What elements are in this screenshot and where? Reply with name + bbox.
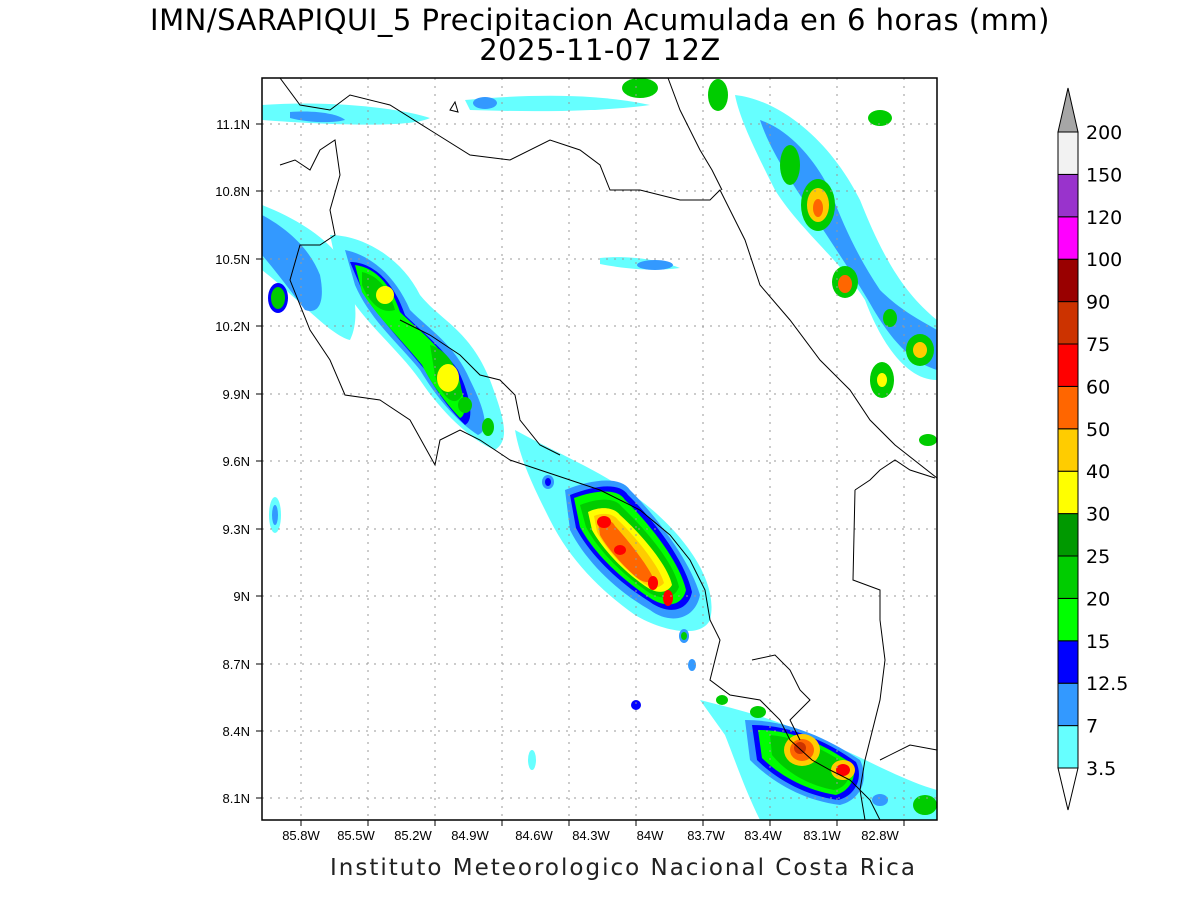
rain-band-pacific	[515, 430, 712, 671]
colorbar-swatch	[1057, 513, 1079, 557]
x-tick-label: 85.8W	[282, 828, 320, 843]
y-tick-label: 10.5N	[215, 252, 250, 267]
colorbar-swatch	[1057, 301, 1079, 345]
colorbar-label: 20	[1086, 588, 1110, 610]
colorbar-label: 3.5	[1086, 758, 1116, 780]
colorbar-swatch	[1057, 343, 1079, 387]
colorbar-max-arrow	[1057, 87, 1079, 133]
colorbar-label: 120	[1086, 207, 1122, 229]
x-tick-label: 85.2W	[394, 828, 432, 843]
axis-ticks	[256, 123, 905, 826]
colorbar-swatch	[1057, 258, 1079, 303]
colorbar-swatch	[1057, 385, 1079, 430]
y-tick-label: 9N	[233, 589, 250, 604]
colorbar-label: 40	[1086, 461, 1110, 483]
map-title: IMN/SARAPIQUI_5 Precipitacion Acumulada …	[150, 3, 1050, 37]
colorbar-label: 150	[1086, 164, 1122, 186]
x-tick-label: 84.9W	[451, 828, 489, 843]
colorbar-swatch	[1057, 555, 1079, 599]
colorbar-swatch	[1057, 725, 1079, 769]
colorbar-label: 75	[1086, 334, 1110, 356]
colorbar-swatch	[1057, 640, 1079, 684]
rain-band-caribbean	[622, 78, 937, 446]
y-tick-label: 11.1N	[216, 117, 250, 132]
colorbar-label: 15	[1086, 631, 1110, 653]
x-tick-label: 82.8W	[861, 828, 899, 843]
colorbar-swatch	[1057, 173, 1079, 218]
colorbar-label: 100	[1086, 249, 1122, 271]
map-grid	[262, 78, 937, 820]
y-tick-label: 9.3N	[223, 522, 250, 537]
footer-credit: Instituto Meteorologico Nacional Costa R…	[330, 855, 917, 881]
y-tick-label: 10.2N	[215, 319, 250, 334]
x-tick-label: 83.4W	[744, 828, 782, 843]
x-tick-label: 85.5W	[337, 828, 375, 843]
y-tick-label: 9.9N	[223, 387, 250, 402]
map-frame	[261, 77, 938, 821]
rain-band-south	[700, 695, 937, 820]
colorbar-min-arrow	[1057, 767, 1079, 811]
y-tick-label: 10.8N	[215, 184, 250, 199]
colorbar-label: 50	[1086, 419, 1110, 441]
colorbar-label: 25	[1086, 546, 1110, 568]
y-tick-label: 9.6N	[223, 454, 250, 469]
rain-band-guanacaste	[262, 205, 505, 450]
colorbar-swatch	[1057, 682, 1079, 727]
map-subtitle-date: 2025-11-07 12Z	[479, 33, 721, 67]
x-tick-label: 84W	[637, 828, 664, 843]
colorbar: 3.5 7 12.5 15 20 25 30 40 50 60 75 90 100 120 150 200	[1057, 87, 1128, 811]
coastlines	[279, 78, 937, 820]
colorbar-label: 7	[1086, 716, 1098, 738]
colorbar-label: 12.5	[1086, 673, 1128, 695]
x-tick-label: 83.7W	[687, 828, 725, 843]
colorbar-swatch	[1057, 216, 1079, 260]
colorbar-swatch	[1057, 428, 1079, 472]
colorbar-label: 60	[1086, 376, 1110, 398]
y-axis-labels: 11.1N 10.8N 10.5N 10.2N 9.9N 9.6N 9.3N 9…	[215, 117, 250, 806]
y-tick-label: 8.4N	[223, 724, 250, 739]
x-axis-labels: 85.8W 85.5W 85.2W 84.9W 84.6W 84.3W 84W …	[282, 828, 899, 843]
colorbar-label: 200	[1086, 122, 1122, 144]
x-tick-label: 84.6W	[515, 828, 553, 843]
x-tick-label: 84.3W	[572, 828, 610, 843]
precipitation-field	[262, 78, 937, 820]
colorbar-label: 30	[1086, 504, 1110, 526]
colorbar-swatch	[1057, 597, 1079, 642]
y-tick-label: 8.7N	[223, 657, 250, 672]
rain-streaks-north	[262, 95, 680, 770]
colorbar-swatch	[1057, 131, 1079, 175]
x-tick-label: 83.1W	[803, 828, 841, 843]
colorbar-swatch	[1057, 470, 1079, 515]
y-tick-label: 8.1N	[223, 791, 250, 806]
colorbar-label: 90	[1086, 292, 1110, 314]
